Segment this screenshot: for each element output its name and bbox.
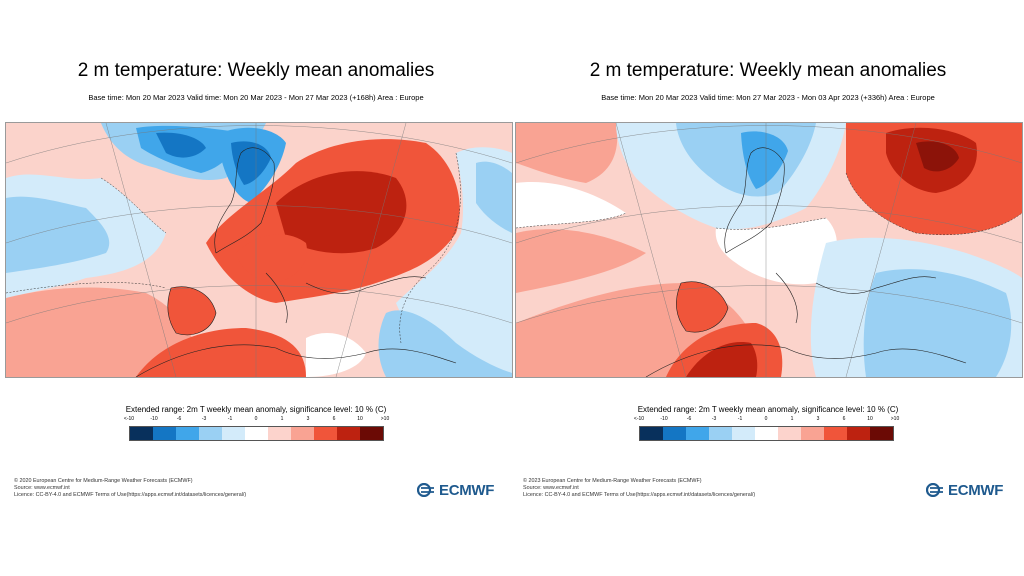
legend-swatch — [360, 427, 383, 440]
legend-tick: 1 — [790, 416, 794, 422]
legend-swatch — [314, 427, 337, 440]
legend-swatch — [824, 427, 847, 440]
source-line: Source: www.ecmwf.int — [14, 485, 70, 491]
legend-title: Extended range: 2m T weekly mean anomaly… — [125, 405, 387, 414]
legend-color-bar — [639, 426, 894, 441]
legend-tick: 6 — [842, 416, 846, 422]
legend-swatch — [176, 427, 199, 440]
legend-swatch — [686, 427, 709, 440]
legend-swatch — [245, 427, 268, 440]
map-title: 2 m temperature: Weekly mean anomalies — [77, 60, 435, 81]
map-subtitle: Base time: Mon 20 Mar 2023 Valid time: M… — [88, 93, 424, 102]
ecmwf-logo-icon — [417, 483, 434, 497]
legend-tick: 3 — [816, 416, 820, 422]
legend-tick: 3 — [306, 416, 310, 422]
anomaly-map-graphic — [6, 123, 512, 377]
legend-tick: 0 — [254, 416, 258, 422]
legend-ticks: <-10 -10 -6 -3 -1 0 1 3 6 10 >10 — [124, 416, 389, 424]
legend-swatch — [291, 427, 314, 440]
logo-text: ECMWF — [948, 481, 1004, 499]
legend-swatch — [337, 427, 360, 440]
legend-swatch — [778, 427, 801, 440]
legend-tick: -3 — [201, 416, 207, 422]
legend-swatch — [870, 427, 893, 440]
copyright-line: © 2023 European Centre for Medium-Range … — [523, 478, 702, 484]
legend-swatch — [153, 427, 176, 440]
legend-tick: <-10 — [123, 416, 135, 422]
right-forecast-panel: 2 m temperature: Weekly mean anomalies B… — [512, 0, 1024, 576]
anomaly-map — [5, 122, 513, 378]
legend-swatch — [199, 427, 222, 440]
map-subtitle: Base time: Mon 20 Mar 2023 Valid time: M… — [601, 93, 935, 102]
legend-tick: 1 — [280, 416, 284, 422]
legend-swatch — [709, 427, 732, 440]
legend-tick: -1 — [227, 416, 233, 422]
licence-line: Licence: CC-BY-4.0 and ECMWF Terms of Us… — [523, 492, 756, 498]
anomaly-map-graphic — [516, 123, 1022, 377]
legend-tick: 0 — [764, 416, 768, 422]
legend-color-bar — [129, 426, 384, 441]
legend-swatch — [222, 427, 245, 440]
legend-swatch — [732, 427, 755, 440]
legend-swatch — [847, 427, 870, 440]
legend-tick: >10 — [890, 416, 900, 422]
legend-swatch — [130, 427, 153, 440]
legend-tick: -1 — [737, 416, 743, 422]
legend-tick: 6 — [332, 416, 336, 422]
legend-swatch — [755, 427, 778, 440]
legend-swatch — [663, 427, 686, 440]
legend-tick: -3 — [711, 416, 717, 422]
anomaly-map — [515, 122, 1023, 378]
legend-tick: 10 — [867, 416, 873, 422]
ecmwf-logo: ECMWF — [926, 481, 1003, 499]
licence-line: Licence: CC-BY-4.0 and ECMWF Terms of Us… — [14, 492, 247, 498]
copyright-footer: © 2020 European Centre for Medium-Range … — [14, 478, 246, 499]
legend-tick: <-10 — [633, 416, 645, 422]
legend-tick: -10 — [660, 416, 668, 422]
legend-ticks: <-10 -10 -6 -3 -1 0 1 3 6 10 >10 — [634, 416, 899, 424]
legend-tick: -10 — [150, 416, 158, 422]
legend-tick: 10 — [357, 416, 363, 422]
legend-tick: -6 — [686, 416, 692, 422]
source-line: Source: www.ecmwf.int — [523, 485, 579, 491]
legend-tick: >10 — [380, 416, 390, 422]
map-title: 2 m temperature: Weekly mean anomalies — [589, 60, 947, 81]
legend-tick: -6 — [176, 416, 182, 422]
logo-text: ECMWF — [439, 481, 495, 499]
copyright-footer: © 2023 European Centre for Medium-Range … — [523, 478, 755, 499]
legend-title: Extended range: 2m T weekly mean anomaly… — [637, 405, 899, 414]
ecmwf-logo: ECMWF — [417, 481, 494, 499]
legend-swatch — [268, 427, 291, 440]
ecmwf-logo-icon — [926, 483, 943, 497]
legend-swatch — [640, 427, 663, 440]
legend-swatch — [801, 427, 824, 440]
left-forecast-panel: 2 m temperature: Weekly mean anomalies B… — [5, 60, 513, 499]
copyright-line: © 2020 European Centre for Medium-Range … — [14, 478, 193, 484]
